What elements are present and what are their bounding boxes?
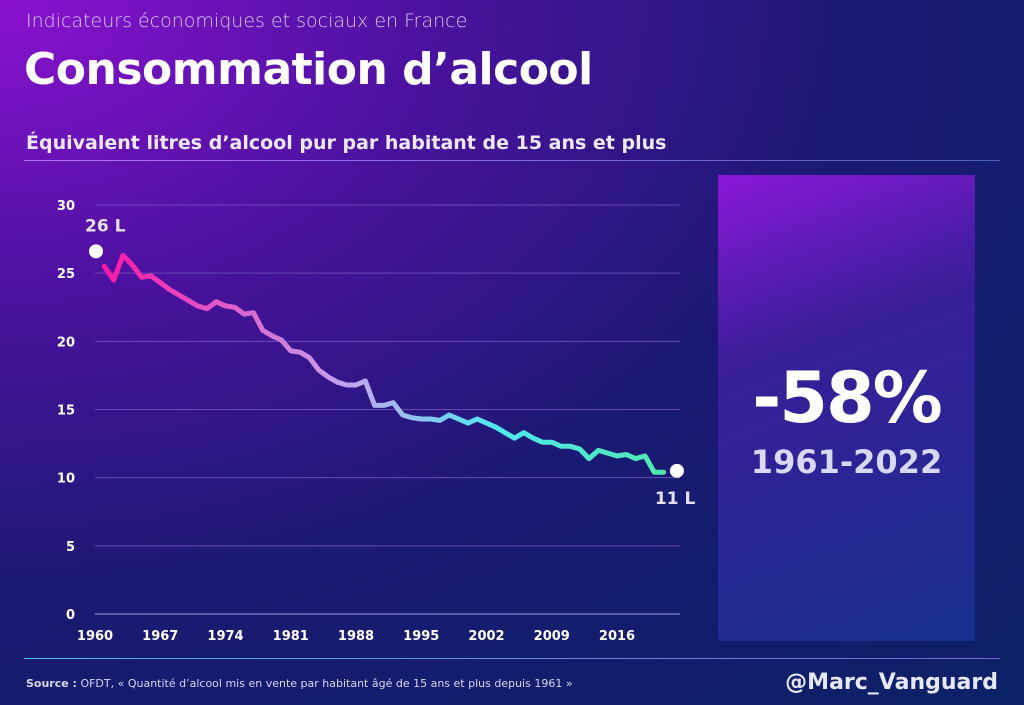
endpoint-marker [89,244,103,259]
divider [24,160,1000,161]
x-tick-label: 1967 [142,629,178,644]
x-tick-label: 1960 [77,629,113,644]
divider [24,658,1000,659]
author-handle: @Marc_Vanguard [785,670,998,695]
y-tick-label: 30 [57,199,75,214]
x-tick-label: 1988 [338,629,374,644]
y-tick-label: 25 [57,267,75,282]
summary-panel: -58% 1961-2022 [718,175,975,641]
x-tick-label: 1974 [207,629,243,644]
x-tick-label: 2016 [599,629,635,644]
x-tick-label: 2009 [534,629,570,644]
kicker: Indicateurs économiques et sociaux en Fr… [26,10,468,32]
source-note: Source : OFDT, « Quantité d’alcool mis e… [26,677,573,690]
x-tick-label: 1995 [403,629,439,644]
chart-subtitle: Équivalent litres d’alcool pur par habit… [26,132,667,154]
percent-change: -58% [752,357,943,439]
y-tick-label: 20 [57,335,75,350]
endpoint-marker [669,463,684,478]
source-text: OFDT, « Quantité d’alcool mis en vente p… [76,677,573,690]
source-label: Source : [26,677,77,690]
period: 1961-2022 [750,443,943,481]
y-tick-label: 0 [66,608,75,623]
y-tick-label: 5 [66,540,75,555]
x-tick-label: 1981 [273,629,309,644]
endpoint-label: 11 L [655,489,696,509]
x-tick-label: 2002 [468,629,504,644]
page-title: Consommation d’alcool [24,44,593,95]
y-tick-label: 15 [57,404,75,419]
y-tick-label: 10 [57,472,75,487]
series-line [101,252,667,475]
endpoint-label: 26 L [85,216,126,236]
